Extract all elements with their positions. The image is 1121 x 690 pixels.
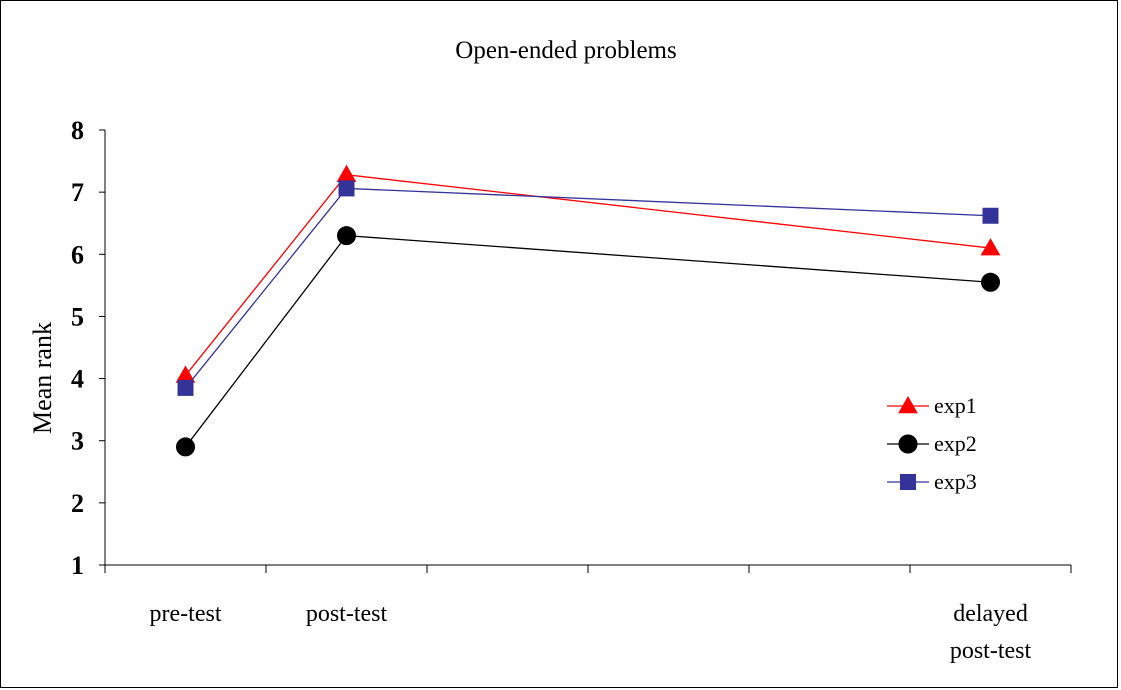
triangle-marker bbox=[336, 164, 357, 182]
series-exp1 bbox=[175, 164, 1001, 383]
legend-label: exp2 bbox=[934, 431, 977, 456]
series-layer bbox=[175, 164, 1001, 457]
triangle-marker bbox=[898, 395, 918, 414]
legend-item-exp3: exp3 bbox=[887, 469, 977, 494]
y-tick-label: 7 bbox=[71, 178, 84, 207]
legend-label: exp3 bbox=[934, 469, 977, 494]
y-tick-label: 1 bbox=[71, 551, 84, 580]
legend-item-exp2: exp2 bbox=[887, 431, 977, 456]
series-exp3 bbox=[177, 180, 999, 396]
legend-item-exp1: exp1 bbox=[887, 393, 977, 418]
x-axis-ticks: pre-test post-test delayed post-test bbox=[104, 565, 1072, 664]
triangle-marker bbox=[980, 238, 1001, 256]
square-marker bbox=[177, 379, 194, 396]
y-tick-label: 2 bbox=[71, 489, 84, 518]
square-marker bbox=[900, 474, 916, 490]
circle-marker bbox=[981, 272, 1000, 292]
square-marker bbox=[338, 180, 355, 197]
circle-marker bbox=[898, 434, 918, 454]
circle-marker bbox=[176, 437, 195, 457]
series-line bbox=[184, 174, 991, 376]
legend: exp1 exp2 exp3 bbox=[887, 393, 977, 494]
y-tick-label: 5 bbox=[71, 302, 84, 331]
y-axis-ticks: 1 2 3 4 5 6 7 8 bbox=[71, 116, 105, 580]
y-tick-label: 8 bbox=[71, 116, 84, 145]
y-axis-label: Mean rank bbox=[28, 322, 57, 434]
x-tick-label: post-test bbox=[306, 601, 388, 627]
y-tick-label: 4 bbox=[71, 365, 84, 394]
x-tick-label: post-test bbox=[950, 638, 1032, 664]
circle-marker bbox=[337, 226, 356, 246]
series-exp2 bbox=[176, 226, 1000, 457]
y-tick-label: 3 bbox=[71, 427, 84, 456]
series-line bbox=[184, 234, 991, 448]
x-tick-label: pre-test bbox=[150, 601, 222, 627]
square-marker bbox=[982, 207, 999, 224]
y-tick-label: 6 bbox=[71, 240, 84, 269]
chart-title: Open-ended problems bbox=[455, 37, 676, 64]
legend-label: exp1 bbox=[934, 393, 977, 418]
x-tick-label: delayed bbox=[953, 601, 1028, 627]
